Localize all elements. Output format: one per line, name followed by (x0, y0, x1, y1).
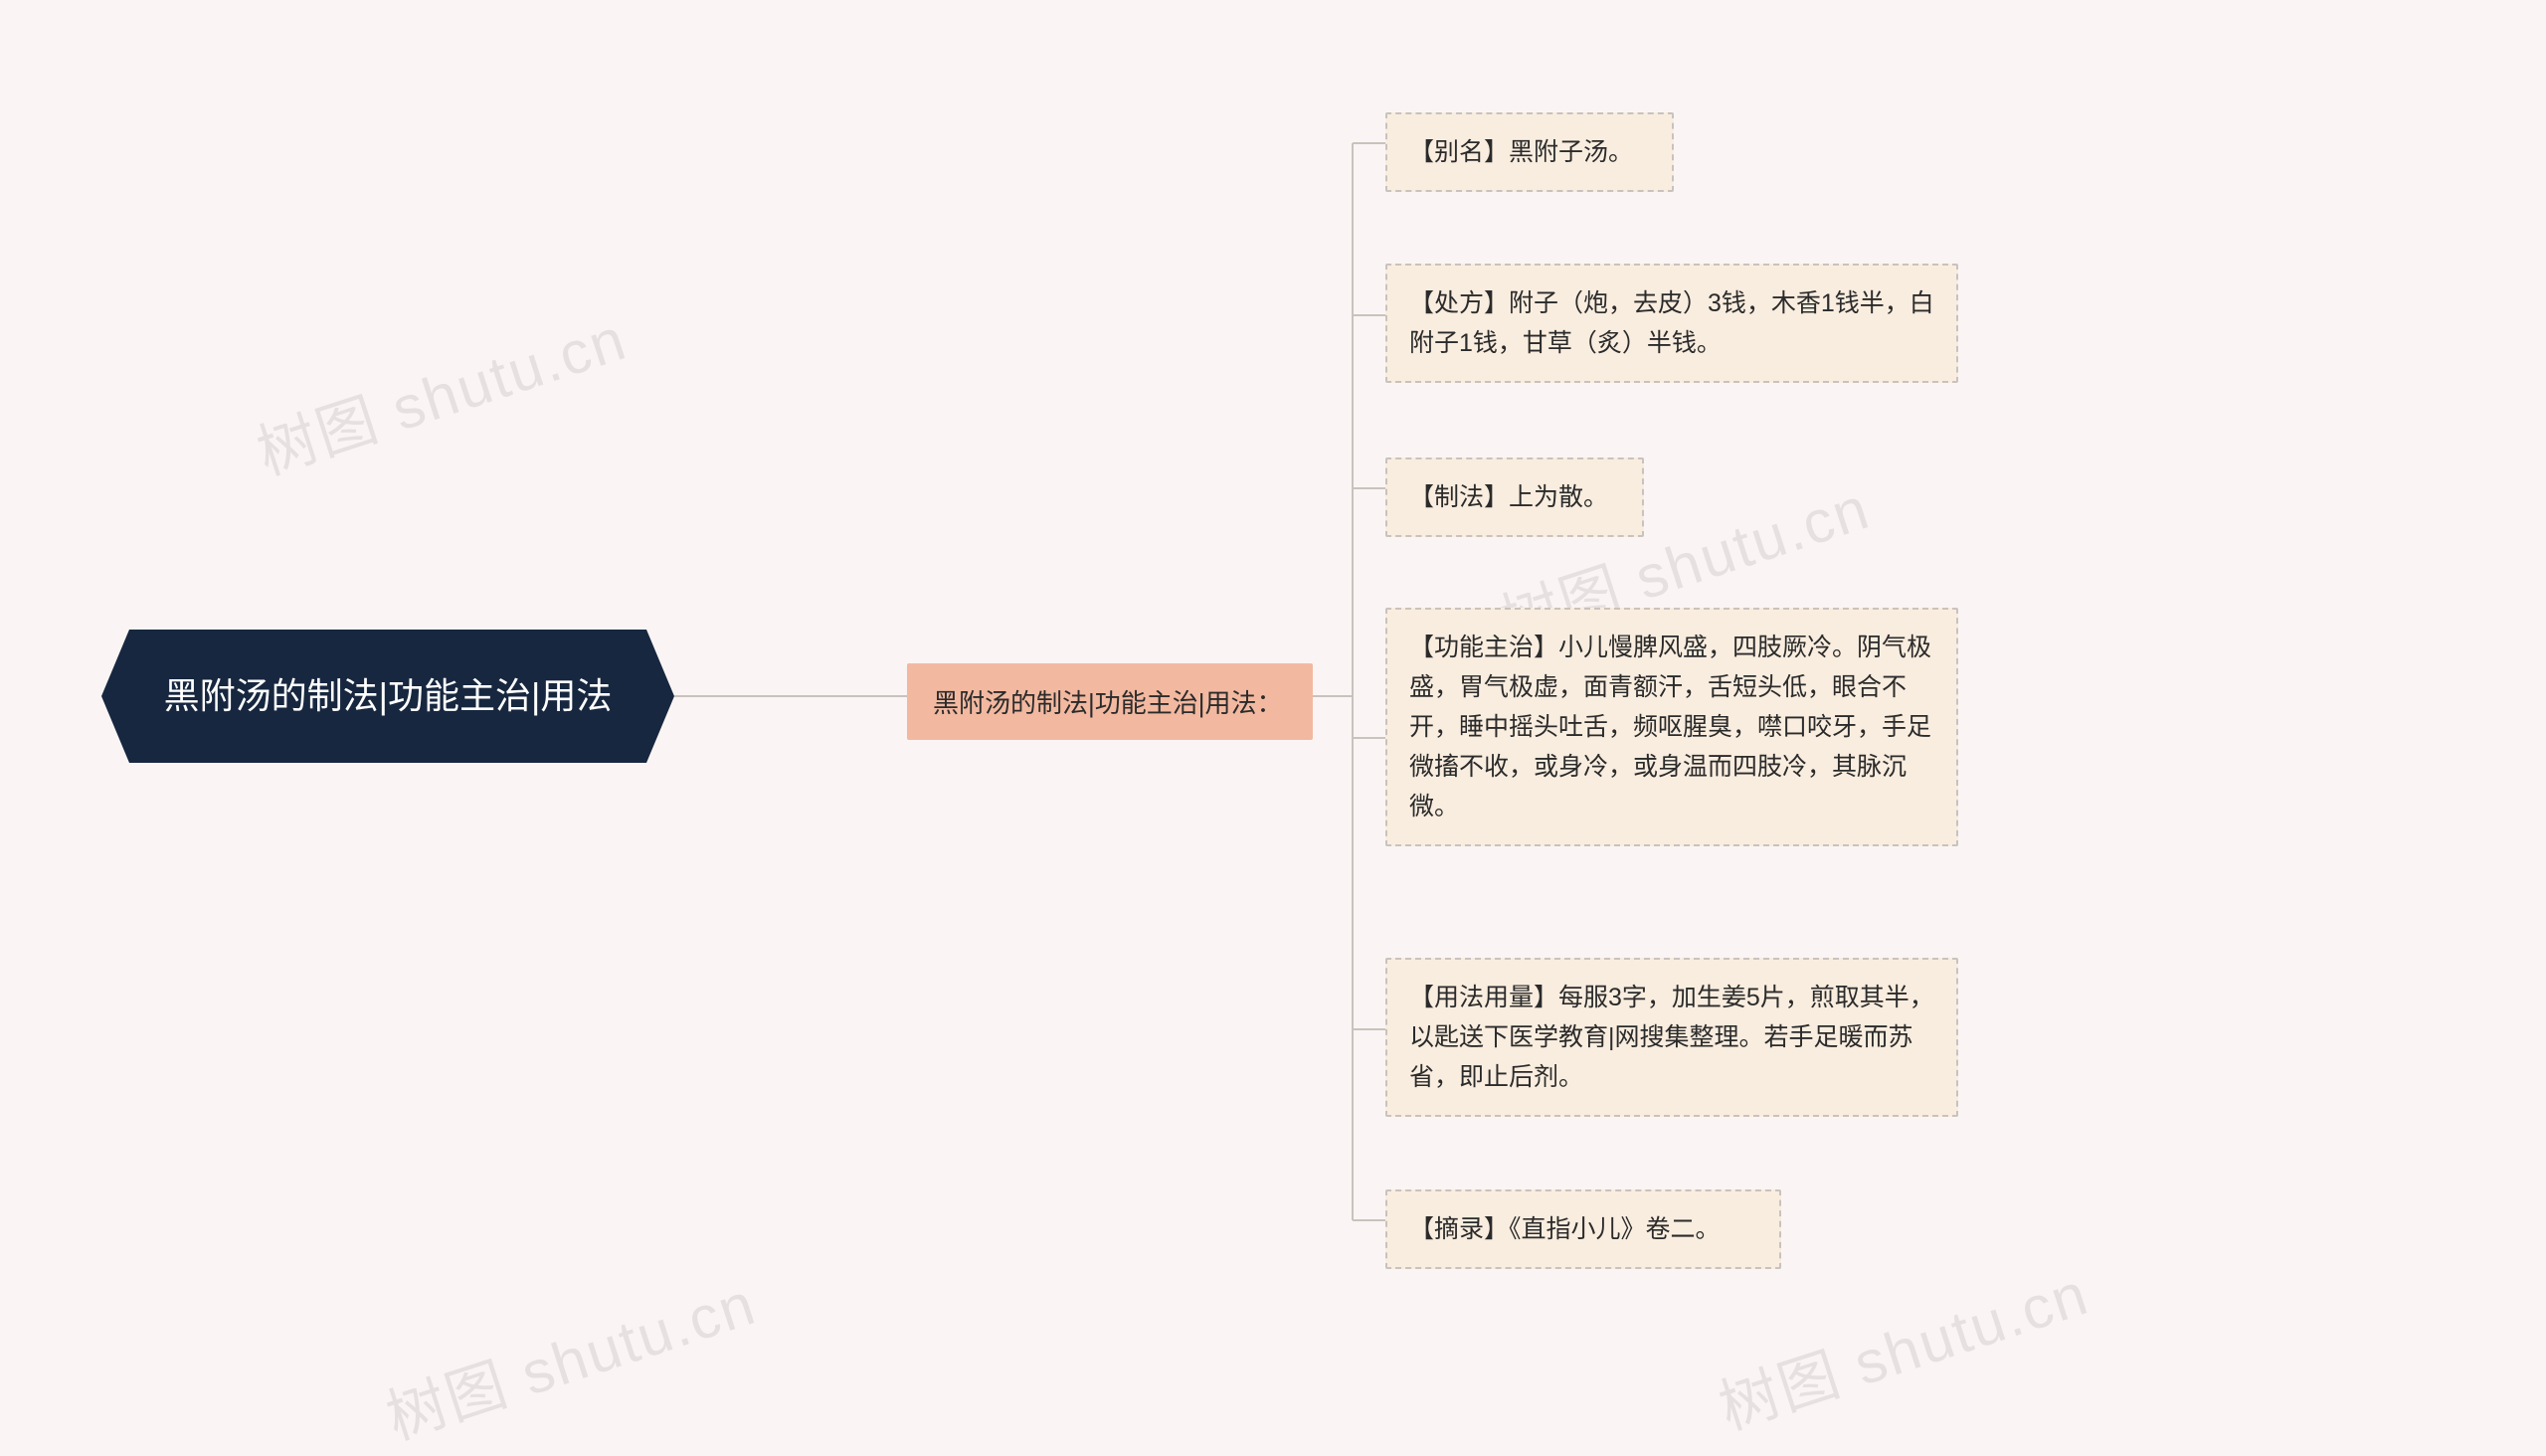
watermark: 树图 shutu.cn (374, 1256, 766, 1456)
leaf-label: 【用法用量】每服3字，加生姜5片，煎取其半，以匙送下医学教育|网搜集整理。若手足… (1409, 984, 1934, 1091)
sub-node[interactable]: 黑附汤的制法|功能主治|用法： (907, 663, 1313, 740)
leaf-label: 【摘录】《直指小儿》卷二。 (1409, 1215, 1721, 1243)
leaf-label: 【功能主治】小儿慢脾风盛，四肢厥冷。阴气极盛，胃气极虚，面青额汗，舌短头低，眼合… (1409, 634, 1931, 820)
leaf-node-usage[interactable]: 【用法用量】每服3字，加生姜5片，煎取其半，以匙送下医学教育|网搜集整理。若手足… (1385, 958, 1958, 1117)
leaf-node-alias[interactable]: 【别名】黑附子汤。 (1385, 112, 1674, 192)
watermark: 树图 shutu.cn (245, 291, 636, 492)
leaf-label: 【处方】附子（炮，去皮）3钱，木香1钱半，白附子1钱，甘草（炙）半钱。 (1409, 289, 1934, 357)
leaf-node-preparation[interactable]: 【制法】上为散。 (1385, 457, 1644, 537)
leaf-node-prescription[interactable]: 【处方】附子（炮，去皮）3钱，木香1钱半，白附子1钱，甘草（炙）半钱。 (1385, 264, 1958, 383)
leaf-label: 【制法】上为散。 (1409, 483, 1608, 511)
leaf-node-excerpt[interactable]: 【摘录】《直指小儿》卷二。 (1385, 1189, 1781, 1269)
mindmap-canvas: 树图 shutu.cn 树图 shutu.cn 树图 shutu.cn 树图 s… (0, 0, 2546, 1451)
root-node[interactable]: 黑附汤的制法|功能主治|用法 (129, 630, 646, 763)
leaf-node-indications[interactable]: 【功能主治】小儿慢脾风盛，四肢厥冷。阴气极盛，胃气极虚，面青额汗，舌短头低，眼合… (1385, 608, 1958, 846)
watermark: 树图 shutu.cn (1707, 1246, 2098, 1447)
sub-node-label: 黑附汤的制法|功能主治|用法： (933, 688, 1283, 718)
leaf-label: 【别名】黑附子汤。 (1409, 138, 1633, 166)
root-node-label: 黑附汤的制法|功能主治|用法 (164, 667, 613, 725)
